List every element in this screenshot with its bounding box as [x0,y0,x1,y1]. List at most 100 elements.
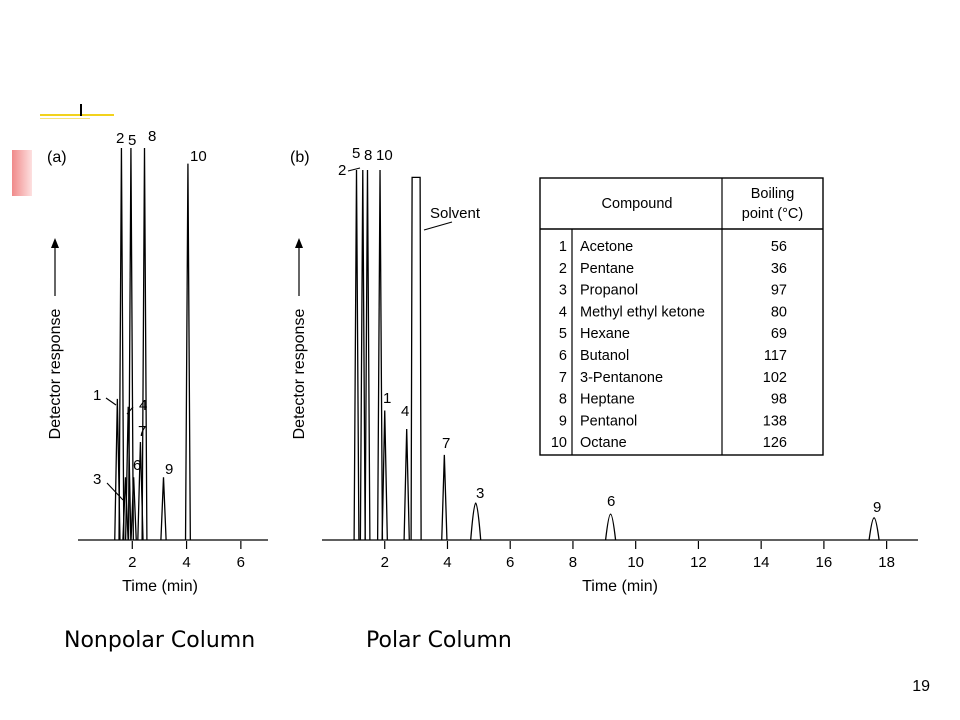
yellow-accent-bar [40,114,114,116]
table-cell-compound: Hexane [580,326,630,342]
compound-table: Compound Boiling point (°C) 1 Acetone 56 2 Pent… [539,177,824,456]
peak-2 [118,147,125,541]
table-cell-boiling-point: 117 [764,348,787,364]
panel-label: (a) [47,149,67,166]
peak-3 [122,477,129,541]
table-cell-compound: Heptane [580,392,635,408]
peak-5 [359,169,366,541]
peak-5 [127,147,134,541]
peak-label-8: 8 [148,128,156,145]
peak-7 [441,454,448,541]
y-axis-title: Detector response [47,309,64,440]
peak-label-5: 5 [352,145,360,162]
peak-label-9: 9 [165,461,173,478]
table-cell-number: 4 [559,304,567,320]
x-axis-title: Time (min) [582,578,658,595]
peak-label-5: 5 [128,132,136,149]
peak-3 [470,502,482,541]
x-axis-title: Time (min) [122,578,198,595]
table-cell-compound: Propanol [580,283,638,299]
peak-label-1: 1 [93,387,101,404]
peak-label-10: 10 [190,148,207,165]
y-axis-arrowhead [51,238,59,248]
table-header-compound: Compound [602,196,673,212]
table-header-boiling-point: point (°C) [742,206,803,222]
peak-label-leader [126,406,134,415]
peak-label-7: 7 [138,423,146,440]
table-cell-number: 2 [559,261,567,277]
yellow-accent-bar-thin [40,118,90,119]
table-cell-number: 5 [559,326,567,342]
peak-label-2: 2 [338,162,346,179]
table-cell-compound: Acetone [580,239,633,255]
table-cell-boiling-point: 102 [763,370,787,386]
table-header-boiling-point: Boiling [751,186,795,202]
peak-10 [184,163,191,541]
peak-1 [381,410,388,541]
table-cell-boiling-point: 36 [771,261,787,277]
table-cell-compound: Pentanol [580,413,637,429]
peak-4 [403,428,410,541]
peak-8 [141,147,148,541]
peak-label-leader [347,167,361,172]
peak-label-6: 6 [133,457,141,474]
table-cell-boiling-point: 138 [763,413,787,429]
peak-9 [160,477,167,541]
x-tick-label: 6 [506,554,514,571]
table-cell-number: 8 [559,392,567,408]
peak-6 [604,513,617,541]
table-cell-number: 9 [559,413,567,429]
table-cell-boiling-point: 69 [771,326,787,342]
table-cell-boiling-point: 80 [771,304,787,320]
peak-2 [353,169,360,541]
x-tick-label: 10 [627,554,644,571]
table-cell-number: 10 [551,435,567,451]
table-cell-number: 7 [559,370,567,386]
peak-label-2: 2 [116,130,124,147]
peak-label-10: 10 [376,147,393,164]
peak-label-1: 1 [383,390,391,407]
peak-label-8: 8 [364,147,372,164]
table-cell-compound: Pentane [580,261,634,277]
peak-label-4: 4 [401,403,409,420]
table-cell-compound: 3-Pentanone [580,370,663,386]
x-tick-label: 2 [381,554,389,571]
red-accent-block [12,150,32,196]
solvent-leader [423,221,453,231]
table-cell-boiling-point: 97 [771,283,787,299]
x-tick-label: 2 [128,554,136,571]
peak-label-4: 4 [139,397,147,414]
peak-label-3: 3 [476,485,484,502]
peak-6 [130,477,137,541]
table-cell-number: 1 [559,239,567,255]
y-axis-arrowhead [295,238,303,248]
peak-4 [124,406,132,541]
caption-nonpolar: Nonpolar Column [64,628,256,653]
x-tick-label: 12 [690,554,707,571]
peak-label-7: 7 [442,435,450,452]
solvent-annotation: Solvent [430,205,481,222]
table-cell-boiling-point: 126 [763,435,787,451]
x-tick-label: 4 [182,554,190,571]
page-number: 19 [912,678,930,695]
black-tick-mark [80,104,82,116]
table-border [539,177,824,456]
x-tick-label: 8 [569,554,577,571]
peak-label-6: 6 [607,493,615,510]
peak-label-9: 9 [873,499,881,516]
peak-10 [376,169,384,541]
x-tick-label: 4 [443,554,451,571]
peak-8 [364,169,371,541]
x-tick-label: 16 [816,554,833,571]
table-cell-compound: Methyl ethyl ketone [580,304,705,320]
peak-label-leader [105,397,117,406]
table-cell-number: 3 [559,283,567,299]
table-cell-boiling-point: 56 [771,239,787,255]
table-cell-boiling-point: 98 [771,392,787,408]
peak-label-leader [106,482,124,501]
caption-polar: Polar Column [366,628,512,653]
